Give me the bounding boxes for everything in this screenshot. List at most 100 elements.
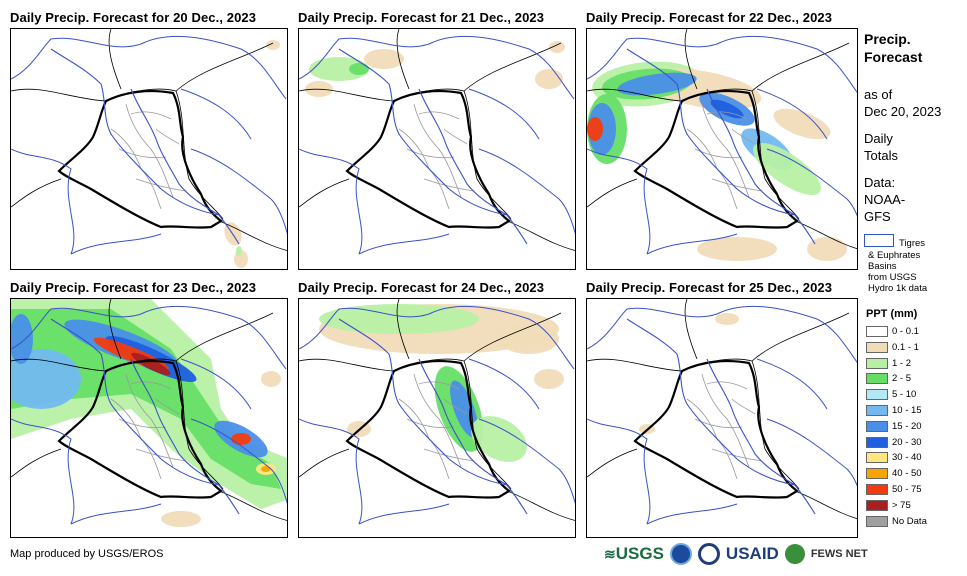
map-5-svg [299,299,575,525]
panel-title-2: Daily Precip. Forecast for 21 Dec., 2023 [298,10,545,25]
usaid-logo-text: USAID [725,544,779,563]
map-panel-6 [586,298,858,538]
legend-label: 20 - 30 [892,436,922,448]
heading-line-1: Precip. [864,31,911,47]
basin-outline [587,305,857,525]
precip-tan [715,313,739,325]
legend-swatch [866,357,888,369]
legend-item: 0 - 0.1 [866,325,919,338]
precip-tan [773,108,831,140]
legend-title: PPT (mm) [866,308,918,320]
legend-item: > 75 [866,499,911,512]
map-panel-5 [298,298,576,538]
legend-swatch [866,420,888,432]
daily-line-2: Totals [864,148,898,163]
precip-green [349,63,369,75]
legend-item: 15 - 20 [866,420,922,433]
precip-tan [807,237,847,261]
data-line-3: GFS [864,209,891,224]
iraq-border [633,359,799,499]
precip-tan [534,369,564,389]
usgs-logo: ≋USGS [604,544,664,563]
map-panel-1 [10,28,288,270]
usaid-logo: USAID [726,544,779,564]
precip-green [11,309,281,489]
map-3-svg [587,29,857,261]
daily-totals: Daily Totals [864,130,898,164]
legend-swatch [866,341,888,353]
legend-item: 40 - 50 [866,467,922,480]
basin-outline [299,305,575,525]
basin-note: & Euphrates Basins from USGS Hydro 1k da… [868,250,927,294]
basin-outline [299,35,575,255]
panel-title-5: Daily Precip. Forecast for 24 Dec., 2023 [298,280,545,295]
as-of-date: as of Dec 20, 2023 [864,86,941,120]
legend-swatch [866,405,888,416]
legend-swatch [866,484,888,495]
fews-net-icon [784,544,805,564]
precip-dark-red [131,352,171,376]
legend-swatch [866,499,888,511]
country-border [11,299,287,521]
legend-item: 50 - 75 [866,483,922,496]
map-panel-2 [298,28,576,270]
river-tigris-euphrates [50,318,240,515]
legend-label: 40 - 50 [892,468,922,480]
precip-orange [261,466,271,472]
river-tigris-euphrates [626,318,816,515]
map-1-svg [11,29,287,268]
precip-red [231,433,251,445]
legend-item: No Data [866,515,927,528]
legend-item: 30 - 40 [866,451,922,464]
precip-tan [535,69,563,89]
river-tigris-euphrates [626,48,816,245]
precip-light-green [753,142,821,196]
precip-light-green [309,57,369,81]
basin-line-5: Hydro 1k data [868,283,928,294]
basin-line-3: Basins [868,261,897,272]
legend-label: 10 - 15 [892,405,922,416]
precip-tan [549,41,565,53]
iraq-border [345,359,511,499]
legend-label: 0 - 0.1 [892,326,919,337]
legend-swatch [866,373,888,385]
precip-light-green [471,416,527,462]
iraq-border [345,89,511,229]
map-2-svg [299,29,575,255]
panel-title-1: Daily Precip. Forecast for 20 Dec., 2023 [10,10,257,25]
country-border [587,29,857,250]
usaid-seal-icon [697,543,720,565]
legend-label: 50 - 75 [892,484,922,495]
province-borders [110,103,187,210]
iraq-border [57,89,223,229]
legend-swatch [866,452,888,464]
legend-item: 2 - 5 [866,372,911,385]
data-line-2: NOAA- [864,192,906,207]
legend-item: 5 - 10 [866,388,916,401]
legend-label: 30 - 40 [892,452,922,464]
data-line-1: Data: [864,175,896,190]
map-6-svg [587,299,857,525]
map-panel-3 [586,28,858,270]
precip-tan [364,49,404,69]
legend-label: 2 - 5 [892,373,912,385]
basin-outline [11,35,287,255]
province-borders [398,103,475,210]
basin-swatch [864,234,894,247]
precip-tan [697,237,777,261]
iraq-border [57,359,223,499]
panel-title-4: Daily Precip. Forecast for 23 Dec., 2023 [10,280,257,295]
legend-label: 15 - 20 [892,420,922,432]
panel-title-6: Daily Precip. Forecast for 25 Dec., 2023 [586,280,833,295]
legend-item: 1 - 2 [866,357,911,370]
legend-label: No Data [892,515,927,527]
river-tigris-euphrates [50,48,240,245]
legend-item: 0.1 - 1 [866,341,919,354]
map-panel-4 [10,298,288,538]
daily-line-1: Daily [864,131,893,146]
noaa-logo [669,543,692,565]
province-borders [686,103,763,210]
usgs-logo-text: USGS [615,544,664,563]
legend-swatch [866,515,888,527]
iraq-border [633,89,799,229]
